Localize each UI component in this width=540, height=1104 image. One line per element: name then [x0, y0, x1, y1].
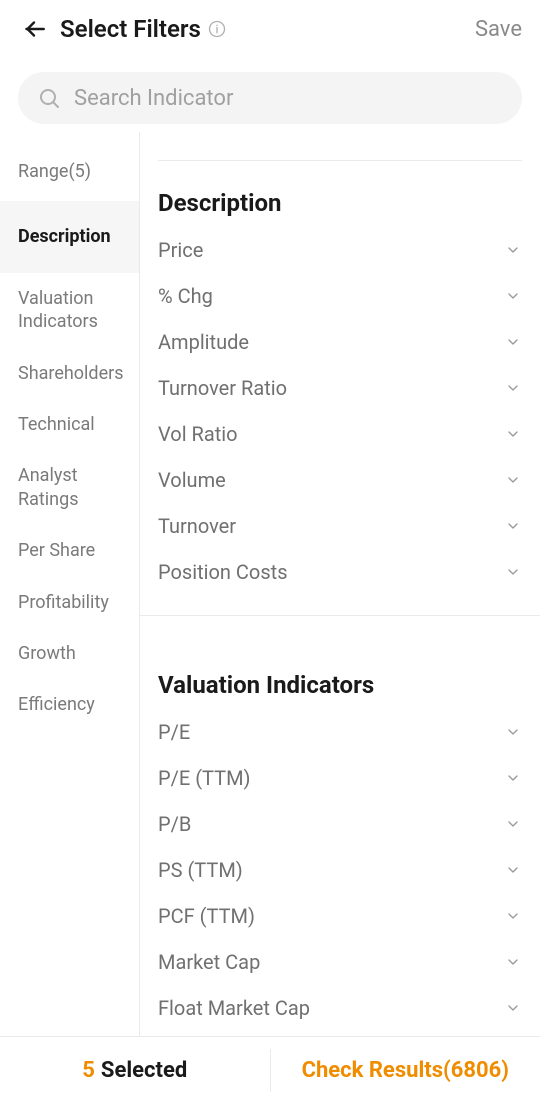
results-prefix: Check Results(: [302, 1058, 451, 1083]
filter-label: Amplitude: [158, 330, 249, 354]
section-title-description: Description: [140, 161, 540, 227]
filter-row-psttm[interactable]: PS (TTM): [140, 847, 540, 893]
search-input[interactable]: Search Indicator: [18, 72, 522, 124]
sidebar-item-profitability[interactable]: Profitability: [0, 577, 139, 628]
filter-row-floatmarketcap[interactable]: Float Market Cap: [140, 985, 540, 1031]
save-button[interactable]: Save: [475, 17, 522, 42]
chevron-down-icon: [504, 563, 522, 581]
back-arrow-icon[interactable]: [18, 13, 50, 45]
search-placeholder: Search Indicator: [74, 86, 233, 111]
selected-count: 5: [82, 1058, 95, 1083]
filter-label: Position Costs: [158, 560, 288, 584]
sidebar-item-efficiency[interactable]: Efficiency: [0, 679, 139, 730]
filter-row-positioncosts[interactable]: Position Costs: [140, 549, 540, 595]
selected-count-button[interactable]: 5 Selected: [0, 1037, 270, 1104]
chevron-down-icon: [504, 999, 522, 1017]
filter-label: Market Cap: [158, 950, 260, 974]
chevron-down-icon: [504, 723, 522, 741]
section-gap: [140, 615, 540, 643]
filter-label: P/E: [158, 720, 190, 744]
filter-label: Volume: [158, 468, 226, 492]
check-results-button[interactable]: Check Results(6806): [271, 1037, 540, 1104]
footer: 5 Selected Check Results(6806): [0, 1036, 540, 1104]
chevron-down-icon: [504, 241, 522, 259]
sidebar-item-description[interactable]: Description: [0, 201, 139, 272]
search-icon: [36, 85, 62, 111]
filter-row-pctchg[interactable]: % Chg: [140, 273, 540, 319]
chevron-down-icon: [504, 379, 522, 397]
filter-row-pcfttm[interactable]: PCF (TTM): [140, 893, 540, 939]
filter-label: Vol Ratio: [158, 422, 238, 446]
chevron-down-icon: [504, 907, 522, 925]
chevron-down-icon: [504, 287, 522, 305]
filter-row-turnoverratio[interactable]: Turnover Ratio: [140, 365, 540, 411]
sidebar-item-pershare[interactable]: Per Share: [0, 525, 139, 576]
chevron-down-icon: [504, 815, 522, 833]
search-container: Search Indicator: [0, 58, 540, 132]
filter-label: Turnover Ratio: [158, 376, 287, 400]
filter-label: Float Market Cap: [158, 996, 310, 1020]
chevron-down-icon: [504, 471, 522, 489]
filter-row-volume[interactable]: Volume: [140, 457, 540, 503]
header: Select Filters Save: [0, 0, 540, 58]
filter-row-pb[interactable]: P/B: [140, 801, 540, 847]
filter-row-turnover[interactable]: Turnover: [140, 503, 540, 549]
sidebar-item-technical[interactable]: Technical: [0, 399, 139, 450]
chevron-down-icon: [504, 333, 522, 351]
chevron-down-icon: [504, 769, 522, 787]
sidebar-item-growth[interactable]: Growth: [0, 628, 139, 679]
filter-row-pettm[interactable]: P/E (TTM): [140, 755, 540, 801]
filter-row-volratio[interactable]: Vol Ratio: [140, 411, 540, 457]
chevron-down-icon: [504, 861, 522, 879]
selected-label: Selected: [101, 1058, 187, 1083]
filter-row-pe[interactable]: P/E: [140, 709, 540, 755]
filter-row-amplitude[interactable]: Amplitude: [140, 319, 540, 365]
filter-label: P/E (TTM): [158, 766, 251, 790]
body: Range(5) Description Valuation Indicator…: [0, 132, 540, 1036]
sidebar-item-range[interactable]: Range(5): [0, 142, 139, 201]
chevron-down-icon: [504, 425, 522, 443]
results-count: 6806: [451, 1058, 502, 1083]
info-icon[interactable]: [207, 19, 227, 39]
filter-label: P/B: [158, 812, 191, 836]
content: Description Price % Chg Amplitude Turnov…: [140, 132, 540, 1036]
results-suffix: ): [501, 1058, 509, 1083]
filter-label: Price: [158, 238, 203, 262]
filter-label: % Chg: [158, 284, 213, 308]
sidebar: Range(5) Description Valuation Indicator…: [0, 132, 140, 1036]
sidebar-item-shareholders[interactable]: Shareholders: [0, 348, 139, 399]
filter-label: Turnover: [158, 514, 236, 538]
page-title: Select Filters: [60, 15, 201, 43]
filter-label: PS (TTM): [158, 858, 243, 882]
chevron-down-icon: [504, 953, 522, 971]
section-title-valuation: Valuation Indicators: [140, 643, 540, 709]
filter-row-marketcap[interactable]: Market Cap: [140, 939, 540, 985]
filter-row-price[interactable]: Price: [140, 227, 540, 273]
sidebar-item-valuation[interactable]: Valuation Indicators: [0, 273, 139, 348]
sidebar-item-analyst[interactable]: Analyst Ratings: [0, 450, 139, 525]
filter-label: PCF (TTM): [158, 904, 255, 928]
chevron-down-icon: [504, 517, 522, 535]
